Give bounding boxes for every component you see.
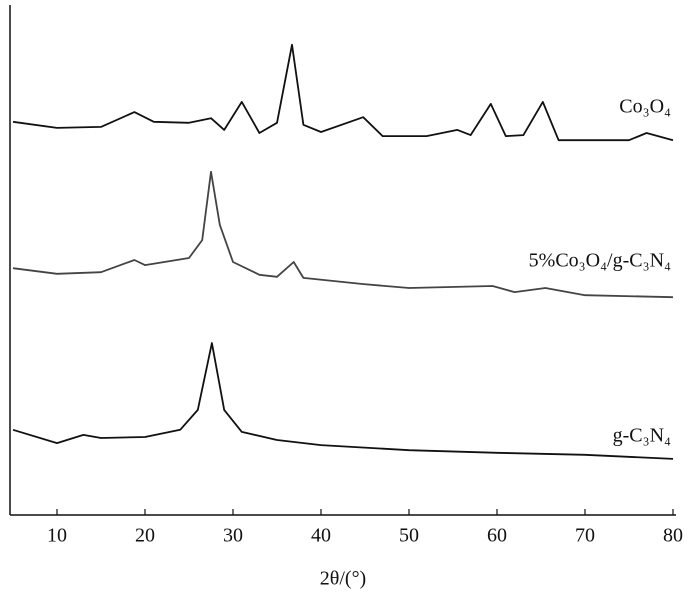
- x-axis-label: 2θ/(°): [320, 568, 366, 590]
- series-line: [12, 170, 674, 299]
- series-label: g-C₃N₄: [613, 425, 671, 447]
- x-tick-label: 30: [223, 525, 243, 547]
- series-line: [12, 342, 674, 460]
- series-label: 5%Co₃O₄/g-C₃N₄: [529, 250, 671, 272]
- x-tick-label: 70: [575, 525, 595, 547]
- x-tick-label: 10: [47, 525, 67, 547]
- x-tick-label: 50: [399, 525, 419, 547]
- x-tick-label: 20: [135, 525, 155, 547]
- series-label: Co₃O₄: [619, 96, 671, 118]
- x-tick-label: 40: [311, 525, 331, 547]
- x-tick-label: 60: [487, 525, 507, 547]
- series-line: [12, 43, 674, 142]
- x-tick-label: 80: [663, 525, 683, 547]
